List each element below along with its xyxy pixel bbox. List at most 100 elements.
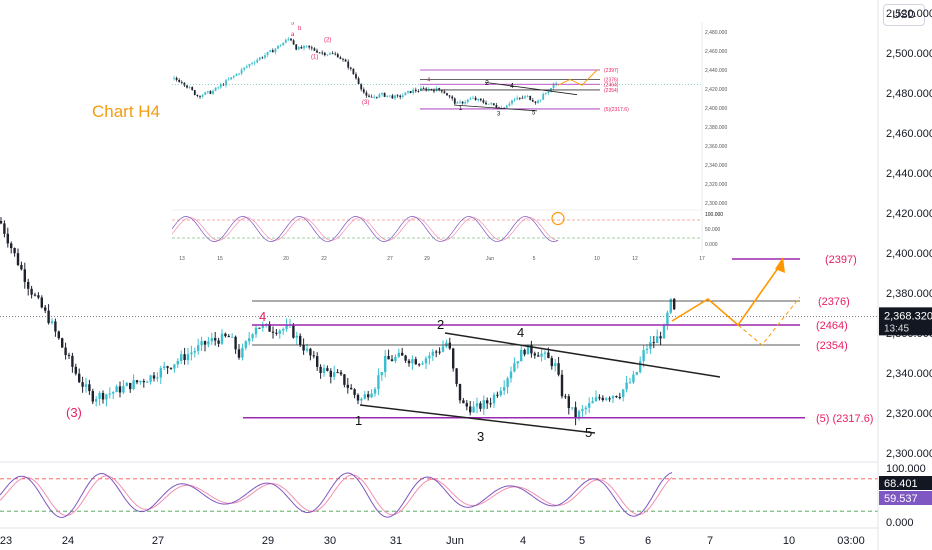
inset-candle-body [297, 47, 300, 50]
time-tick-label: 03:00 [837, 535, 865, 547]
candle-body [258, 327, 261, 329]
candle-body [54, 321, 57, 332]
candle-body [455, 368, 458, 384]
candle-body [469, 406, 472, 413]
inset-price-tick: 2,460.000 [705, 49, 727, 55]
inset-candle-body [188, 87, 191, 88]
inset-candle-body [518, 97, 521, 99]
candle-body [414, 359, 417, 365]
candle-body [33, 294, 37, 296]
candle-body [479, 403, 482, 409]
inset-candle-body [430, 88, 433, 90]
candle-body [350, 387, 353, 390]
inset-candle-body [505, 105, 508, 108]
wave-label-5: 5 [585, 425, 592, 440]
candle-body [384, 355, 387, 373]
inset-candle-body [336, 54, 339, 58]
inset-candle-body [534, 101, 537, 103]
candle-body [50, 321, 54, 323]
inset-time-tick: Jun [486, 256, 494, 262]
inset-wave-label: 1 [459, 106, 463, 112]
wave-label-4b: 4 [517, 325, 524, 340]
candle-body [564, 396, 567, 398]
candle-body [605, 398, 608, 400]
candle-body [292, 324, 295, 338]
candle-body [309, 348, 312, 356]
candle-body [656, 336, 659, 343]
candle-body [95, 398, 98, 402]
inset-candle-body [310, 47, 313, 49]
wave-label-4: 4 [259, 309, 266, 324]
candle-body [285, 325, 288, 330]
inset-candle-body [199, 95, 201, 97]
inset-candle-body [466, 99, 469, 102]
candle-body [169, 367, 173, 369]
candle-body [588, 403, 591, 408]
candle-body [74, 366, 77, 374]
time-tick-label: 27 [152, 535, 164, 547]
candle-body [64, 347, 67, 355]
candle-body [16, 253, 20, 265]
inset-candle-body [446, 93, 448, 96]
inset-candle-body [256, 59, 259, 63]
inset-candle-body [347, 61, 350, 68]
candle-body [608, 398, 611, 400]
inset-candle-body [191, 87, 194, 91]
inset-candle-body [339, 57, 342, 59]
level-label: (2464) [816, 320, 848, 332]
inset-candle-body [529, 95, 532, 101]
candle-body [254, 327, 258, 335]
inset-candle-body [214, 87, 217, 91]
inset-candle-body [300, 47, 303, 49]
inset-candle-body [173, 77, 175, 79]
inset-osc-highlight [551, 211, 565, 226]
time-tick-label: 7 [707, 535, 713, 547]
candle-body [78, 373, 81, 383]
inset-candle-body [391, 95, 394, 99]
last-price-badge [879, 307, 932, 336]
inset-time-tick: 17 [699, 256, 705, 262]
candle-body [574, 407, 577, 419]
osc-badge-k [879, 476, 932, 490]
candle-body [84, 384, 88, 387]
inset-candle-body [477, 98, 480, 101]
inset-time-tick: 15 [217, 256, 223, 262]
candle-body [642, 350, 645, 362]
inset-candle-body [469, 98, 472, 100]
candle-body [377, 375, 380, 390]
inset-candle-body [508, 103, 511, 106]
candle-body [176, 360, 179, 365]
inset-price-tick: 2,360.000 [705, 144, 727, 150]
time-tick-label: 24 [62, 535, 74, 547]
inset-candle-body [243, 67, 246, 70]
candle-body [261, 324, 264, 328]
candle-body [251, 334, 254, 339]
time-tick-label: 30 [324, 535, 336, 547]
candle-body [431, 351, 434, 356]
time-tick-label: Jun [446, 535, 464, 547]
inset-candle-body [269, 50, 272, 52]
candle-body [513, 363, 516, 372]
inset-wave-label: 5 [291, 22, 295, 26]
candle-body [462, 400, 465, 404]
time-tick-label: 5 [579, 535, 585, 547]
candle-body [37, 295, 40, 298]
candle-body [475, 403, 479, 407]
inset-candle-body [292, 40, 295, 45]
inset-candle-body [412, 89, 415, 94]
inset-candle-body [308, 45, 311, 48]
inset-time-tick: 13 [179, 256, 185, 262]
inset-candle-body [266, 51, 269, 56]
inset-candle-body [381, 92, 383, 95]
price-tick-label: 2,320.000 [886, 408, 932, 420]
inset-candle-body [204, 92, 207, 95]
candle-body [356, 394, 360, 401]
countdown-text: 13:45 [884, 323, 909, 334]
inset-wave-label: b [298, 26, 302, 32]
candle-body [210, 338, 213, 342]
candle-body [163, 366, 166, 369]
currency-button[interactable]: USD [883, 4, 925, 26]
candle-body [652, 342, 655, 344]
osc-value-k: 68.401 [884, 478, 918, 490]
